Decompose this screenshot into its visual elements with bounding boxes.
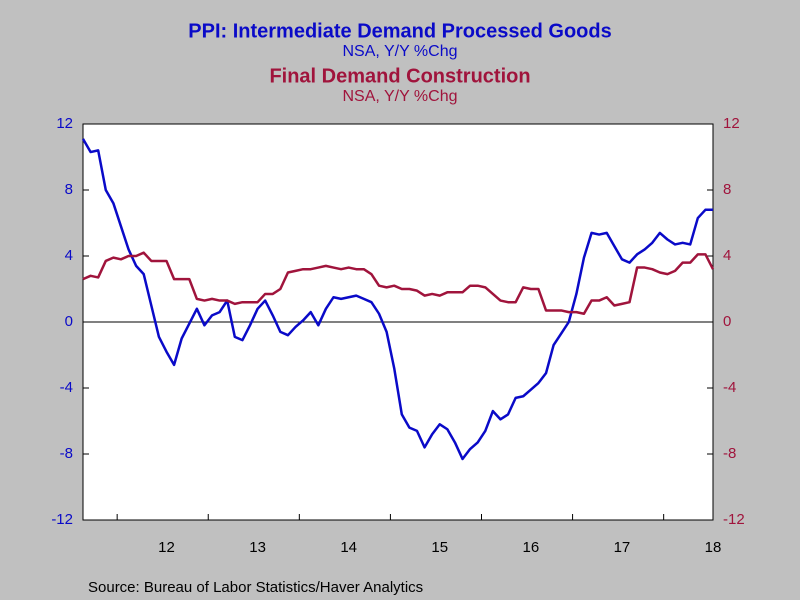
chart-title: Final Demand Construction: [269, 65, 530, 87]
y-tick-label: 0: [65, 313, 73, 330]
x-tick-label: 18: [705, 539, 722, 556]
x-tick-label: 13: [249, 539, 266, 556]
y-tick-label: -8: [60, 445, 73, 462]
y2-tick-label: 0: [723, 313, 731, 330]
y2-tick-label: 8: [723, 181, 731, 198]
y2-tick-label: 4: [723, 247, 731, 264]
y-tick-label: 12: [56, 115, 73, 132]
y-tick-label: -12: [51, 511, 73, 528]
y-tick-label: 8: [65, 181, 73, 198]
chart-subtitle: NSA, Y/Y %Chg: [342, 88, 457, 105]
x-tick-label: 14: [340, 539, 357, 556]
series-line: [82, 251, 715, 315]
x-tick-label: 12: [158, 539, 175, 556]
y2-tick-label: -4: [723, 379, 736, 396]
chart-subtitle: NSA, Y/Y %Chg: [342, 43, 457, 60]
series-line: [81, 138, 713, 461]
y2-tick-label: 12: [723, 115, 740, 132]
source-note: Source: Bureau of Labor Statistics/Haver…: [88, 579, 423, 596]
y-tick-label: 4: [65, 247, 73, 264]
y2-tick-label: -12: [723, 511, 745, 528]
y-tick-label: -4: [60, 379, 73, 396]
chart-title: PPI: Intermediate Demand Processed Goods: [188, 20, 611, 42]
x-tick-label: 16: [522, 539, 539, 556]
x-tick-label: 15: [431, 539, 448, 556]
y2-tick-label: -8: [723, 445, 736, 462]
x-tick-label: 17: [614, 539, 631, 556]
